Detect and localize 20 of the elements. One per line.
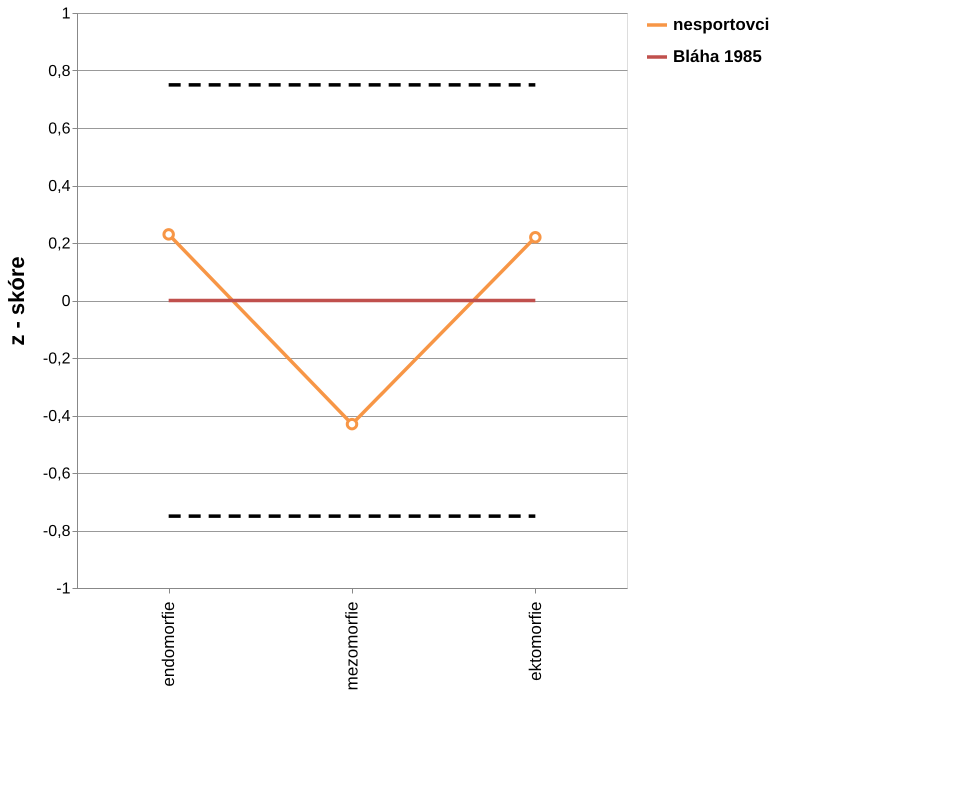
y-tick-label: -0,4	[42, 408, 71, 425]
point	[529, 231, 542, 244]
y-tick-label: -0,2	[42, 350, 71, 368]
y-tick-label: -0,8	[42, 523, 71, 540]
legend-label: nesportovci	[673, 15, 770, 34]
y-axis-title: z - skóre	[4, 256, 29, 346]
y-tick-label: -0,6	[42, 466, 71, 482]
legend-label: Bláha 1985	[673, 47, 762, 66]
y-tick-label: -1	[56, 580, 71, 598]
y-tick-label: 0,4	[48, 178, 71, 195]
x-tick-label: mezomorfie	[342, 602, 362, 690]
y-tick-label: 0	[62, 293, 71, 310]
x-tick-label: ektomorfie	[526, 602, 545, 681]
y-tick-label: 0,2	[48, 236, 71, 252]
y-tick-label: 0,8	[48, 63, 71, 80]
point	[162, 228, 175, 241]
y-tick-label: 1	[62, 6, 71, 22]
y-tick-label: 0,6	[48, 120, 71, 138]
point	[346, 418, 358, 430]
x-tick-label: endomorfie	[159, 602, 178, 687]
